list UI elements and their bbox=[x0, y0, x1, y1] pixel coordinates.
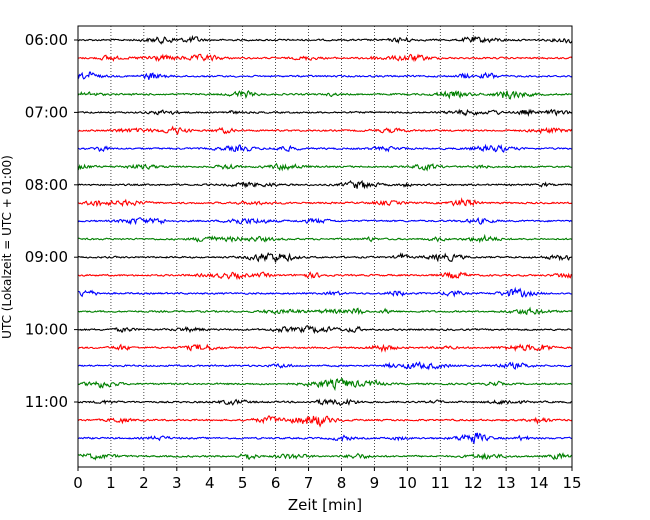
x-tick-label: 0 bbox=[73, 474, 83, 492]
trace-line bbox=[77, 397, 573, 407]
trace-line bbox=[77, 452, 573, 461]
trace-line bbox=[77, 217, 573, 226]
trace-line bbox=[77, 343, 573, 353]
y-tick-label: 11:00 bbox=[25, 393, 68, 411]
y-tick-label: 10:00 bbox=[25, 321, 68, 339]
y-tick-label: 07:00 bbox=[25, 103, 68, 121]
trace-line bbox=[77, 271, 573, 281]
x-tick-label: 1 bbox=[106, 474, 116, 492]
x-tick-label: 5 bbox=[238, 474, 248, 492]
x-axis-ticks: 0 1 2 3 4 5 6 7 8 9 10 11 12 13 14 15 bbox=[73, 467, 582, 492]
trace-line bbox=[77, 108, 573, 118]
trace-line bbox=[77, 71, 573, 80]
trace-line bbox=[77, 125, 573, 136]
y-tick-label: 08:00 bbox=[25, 176, 68, 194]
trace-line bbox=[77, 325, 573, 335]
trace-line bbox=[77, 306, 573, 316]
x-tick-label: 14 bbox=[530, 474, 549, 492]
trace-line bbox=[77, 197, 573, 208]
x-tick-label: 4 bbox=[205, 474, 215, 492]
plot-frame bbox=[77, 25, 573, 468]
x-tick-label: 2 bbox=[139, 474, 149, 492]
x-tick-label: 10 bbox=[398, 474, 417, 492]
y-tick-label: 06:00 bbox=[25, 31, 68, 49]
x-tick-label: 9 bbox=[370, 474, 380, 492]
trace-line bbox=[77, 179, 573, 190]
x-tick-label: 13 bbox=[497, 474, 516, 492]
trace-line bbox=[77, 34, 573, 45]
plot-area bbox=[78, 26, 572, 467]
x-tick-label: 15 bbox=[562, 474, 581, 492]
trace-line bbox=[77, 378, 573, 392]
trace-line bbox=[77, 89, 573, 100]
trace-line bbox=[77, 432, 573, 445]
trace-line bbox=[77, 286, 573, 298]
trace-line bbox=[77, 53, 573, 63]
y-axis-label: UTC (Lokalzeit = UTC + 01:00) bbox=[0, 155, 14, 339]
y-axis-ticks: 06:00 07:00 08:00 09:00 10:00 11:00 bbox=[25, 31, 78, 411]
x-tick-label: 11 bbox=[431, 474, 450, 492]
x-tick-label: 3 bbox=[172, 474, 182, 492]
trace-line bbox=[77, 251, 573, 263]
traces bbox=[77, 34, 573, 461]
x-axis-label: Zeit [min] bbox=[288, 496, 362, 514]
trace-line bbox=[77, 414, 573, 428]
x-tick-label: 8 bbox=[337, 474, 347, 492]
x-tick-label: 6 bbox=[271, 474, 281, 492]
trace-line bbox=[77, 162, 573, 172]
x-tick-label: 7 bbox=[304, 474, 314, 492]
y-tick-label: 09:00 bbox=[25, 248, 68, 266]
trace-line bbox=[77, 361, 573, 371]
trace-line bbox=[77, 143, 573, 153]
x-tick-label: 12 bbox=[464, 474, 483, 492]
trace-line bbox=[77, 233, 573, 244]
